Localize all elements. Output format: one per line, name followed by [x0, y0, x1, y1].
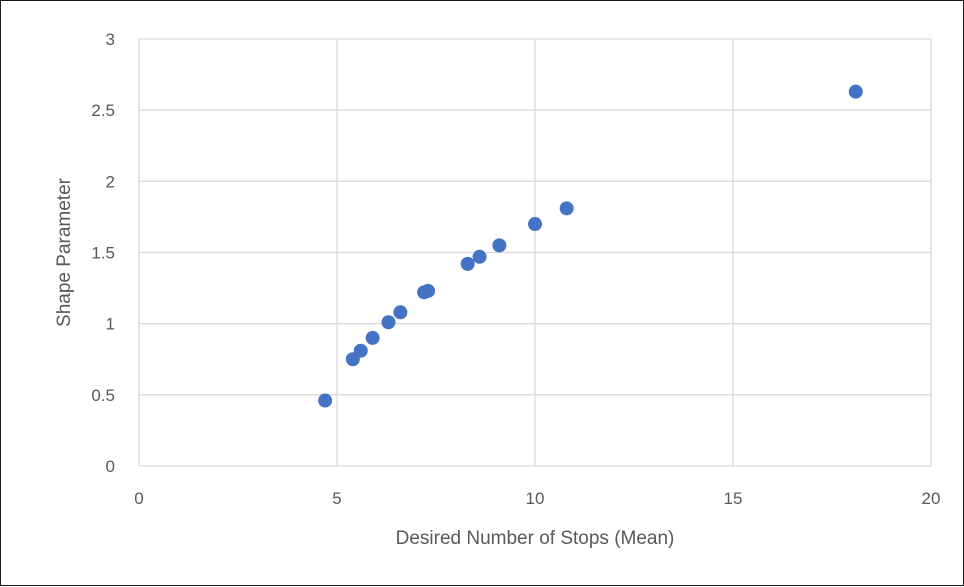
gridlines — [138, 38, 932, 467]
x-tick-label: 15 — [724, 489, 743, 508]
data-point — [393, 305, 408, 320]
data-point — [492, 238, 507, 253]
x-tick-label: 20 — [922, 489, 941, 508]
y-tick-labels: 0 0.5 1 1.5 2 2.5 3 — [91, 30, 115, 476]
data-point — [365, 330, 380, 345]
y-axis-title: Shape Parameter — [54, 177, 75, 327]
data-point — [460, 256, 475, 271]
x-tick-labels: 0 5 10 15 20 — [134, 489, 940, 508]
x-tick-label: 0 — [134, 489, 143, 508]
y-tick-label: 3 — [106, 30, 115, 49]
data-point — [472, 249, 487, 264]
y-tick-label: 1 — [106, 315, 115, 334]
data-point — [421, 283, 436, 298]
data-point — [528, 217, 542, 232]
data-point — [848, 84, 863, 99]
y-tick-label: 2 — [106, 172, 115, 191]
data-point — [381, 315, 396, 330]
x-axis-title: Desired Number of Stops (Mean) — [396, 528, 675, 549]
y-tick-label: 1.5 — [91, 244, 115, 263]
data-point — [559, 201, 574, 216]
y-tick-label: 0.5 — [91, 386, 115, 405]
x-tick-label: 5 — [332, 489, 341, 508]
data-points — [318, 84, 863, 408]
data-point — [318, 393, 333, 408]
y-tick-label: 0 — [106, 457, 115, 476]
x-tick-label: 10 — [526, 489, 545, 508]
y-tick-label: 2.5 — [91, 101, 115, 120]
data-point — [353, 343, 368, 358]
